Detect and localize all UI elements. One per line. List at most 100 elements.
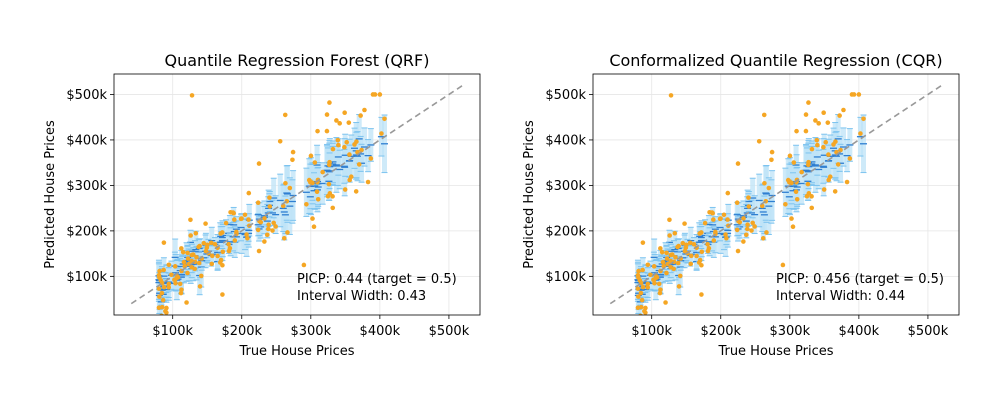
data-point [813,118,818,123]
data-point [672,230,678,236]
data-point [197,243,202,249]
x-axis-label: True House Prices [717,344,833,359]
data-point [710,217,716,222]
data-point [156,286,162,291]
data-point [791,160,797,165]
data-point [255,227,261,233]
data-point [372,92,378,97]
metrics-annotation: PICP: 0.44 (target = 0.5) [297,272,457,287]
data-point [762,180,767,186]
x-tick-label: $200k [700,324,741,339]
data-point [281,235,287,241]
data-point [164,318,169,323]
data-point [668,252,674,258]
data-point [639,297,645,303]
data-point [664,270,669,276]
data-point [160,297,166,303]
data-point [189,252,195,258]
data-point [223,220,229,226]
data-point [806,191,812,196]
data-point [667,217,672,223]
metrics-annotation: Interval Width: 0.43 [297,289,426,304]
data-point [189,93,195,98]
chart-panel-2: $100k $200k $300k $400k $500k $100k $200k $300k… [522,51,960,359]
data-point [821,110,826,115]
data-point [664,250,669,256]
data-point [735,248,741,254]
data-point [640,267,645,273]
data-point [699,230,704,235]
data-point [232,238,238,243]
data-point [262,216,267,221]
data-point [658,246,663,251]
data-point [342,187,348,192]
data-point [699,249,705,255]
data-point [310,216,315,221]
data-point [766,185,772,191]
data-point [837,113,842,118]
data-point [267,195,272,200]
data-point [209,253,215,259]
data-point [365,179,371,185]
data-point [789,216,794,221]
data-point [746,204,752,209]
y-tick-label: $200k [66,224,107,239]
data-point [264,232,270,238]
data-point [188,217,193,223]
data-point [283,180,288,186]
data-point [310,180,315,186]
data-point [192,266,198,272]
x-tick-label: $400k [839,324,880,339]
chart-title: Conformalized Quantile Regression (CQR) [609,51,942,70]
data-point [226,241,231,247]
data-point [696,260,702,265]
data-point [304,201,309,207]
data-point [161,267,166,273]
data-point [282,112,288,118]
data-point [327,100,332,105]
data-point [831,142,836,147]
data-point [794,196,800,202]
data-point [671,266,677,272]
data-point [761,112,767,118]
data-point [636,268,641,274]
axes-frame [592,73,960,316]
data-point [336,142,341,148]
data-point [636,294,641,299]
data-point [246,217,251,222]
data-point [764,230,769,235]
data-point [643,318,648,323]
data-point [789,180,794,186]
data-point [179,246,184,251]
data-point [158,278,164,283]
data-point [794,128,799,134]
data-point [326,162,332,168]
data-point [166,285,172,290]
data-point [246,190,252,196]
y-axis-label: Predicted House Prices [43,120,58,269]
data-point [311,224,317,230]
x-tick-label: $500k [908,324,949,339]
data-point [172,264,178,269]
data-point [188,233,193,238]
metrics-annotation: Interval Width: 0.44 [776,289,905,304]
data-point [635,286,641,291]
data-point [652,280,657,286]
data-point [785,177,791,183]
data-point [723,232,728,237]
data-point [724,235,729,241]
x-tick-label: $200k [221,324,262,339]
data-point [861,116,866,122]
data-point [290,149,296,155]
data-point [687,240,693,246]
y-axis-label: Predicted House Prices [522,120,537,269]
chart-title: Quantile Regression Forest (QRF) [165,51,430,70]
data-point [660,259,666,265]
data-point [315,196,321,202]
y-tick-label: $500k [545,88,586,103]
data-point [682,221,687,226]
data-point [658,287,663,292]
data-point [691,241,697,247]
data-point [308,153,314,159]
